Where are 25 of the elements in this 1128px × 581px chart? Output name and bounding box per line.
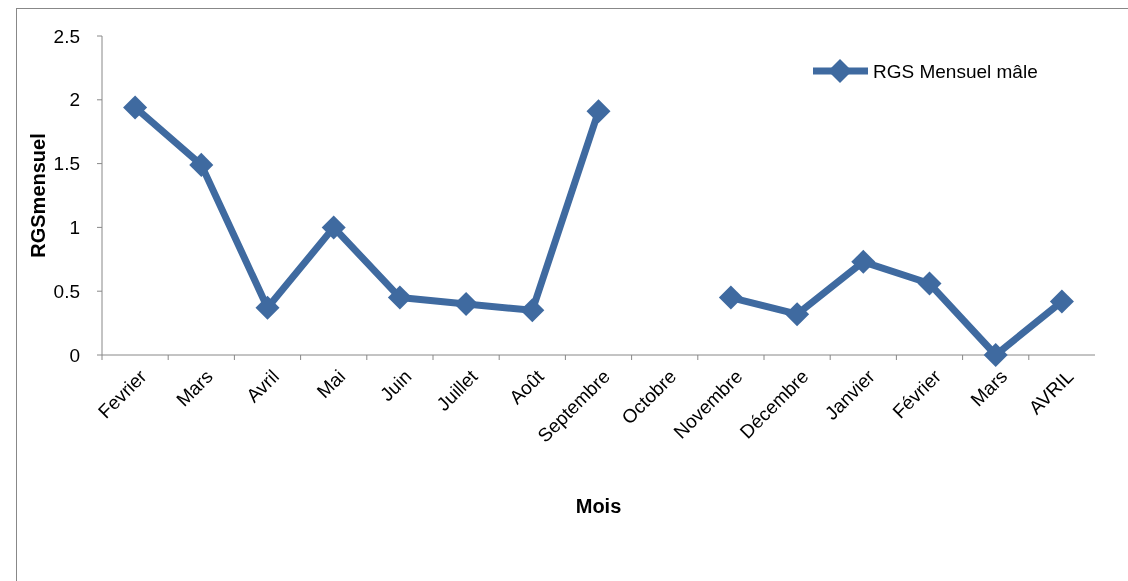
point <box>1049 289 1074 314</box>
point <box>718 285 743 310</box>
point <box>917 271 942 296</box>
point <box>321 215 346 240</box>
y-tick-label: 0.5 <box>53 280 80 302</box>
x-tick-label: Juin <box>375 365 416 406</box>
point <box>983 342 1008 368</box>
point <box>123 95 148 120</box>
y-axis-title: RGSmensuel <box>27 133 49 258</box>
y-tick-label: 0 <box>69 344 80 366</box>
x-tick-label: Mai <box>312 365 350 403</box>
y-tick-label: 1 <box>69 217 80 239</box>
point <box>520 298 545 323</box>
point <box>387 285 412 310</box>
x-axis-title: Mois <box>575 495 622 517</box>
point <box>189 152 214 177</box>
point <box>255 295 280 320</box>
y-tick-label: 2.5 <box>53 25 80 47</box>
y-tick-label: 2 <box>69 89 80 111</box>
point <box>586 99 611 124</box>
y-tick-label: 1.5 <box>53 153 80 175</box>
point <box>785 302 810 327</box>
point <box>851 249 876 274</box>
point <box>454 291 479 316</box>
legend-label: RGS Mensuel mâle <box>873 60 1038 82</box>
